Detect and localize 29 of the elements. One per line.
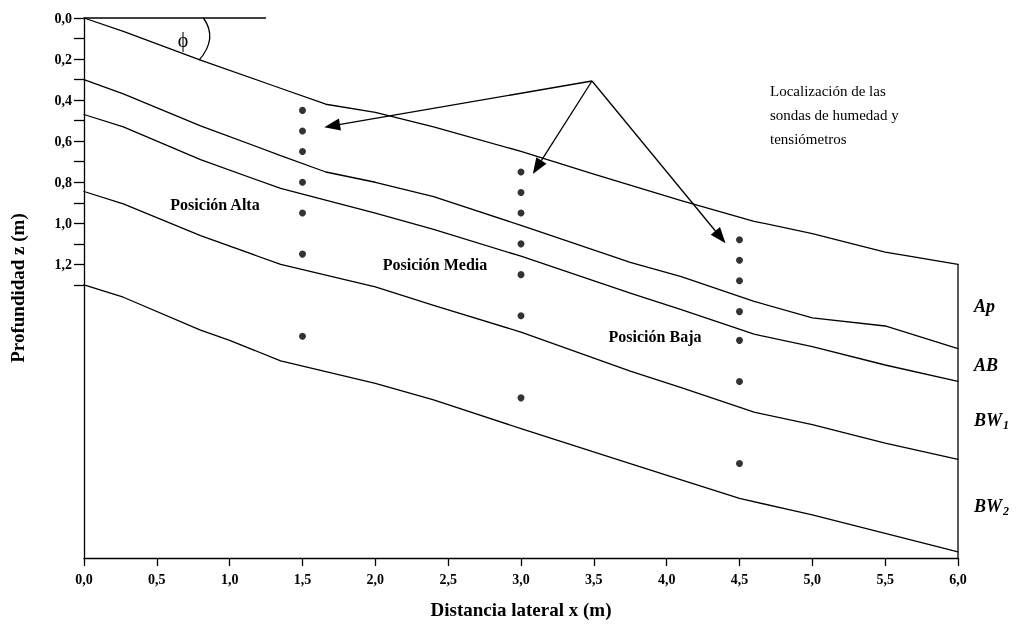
annotation: Localización de las sondas de humedad y tensiómetros	[770, 83, 903, 147]
x-tick-label: 2,0	[366, 571, 385, 587]
y-tick-label: 0,8	[54, 174, 72, 190]
x-tick-label: 1,5	[293, 571, 312, 587]
x-tick-label: 4,0	[657, 571, 676, 587]
annotation: ϕ	[177, 29, 189, 52]
annotation: Posición Media	[382, 255, 488, 273]
x-tick-label: 3,5	[585, 571, 603, 587]
x-tick-label: 0,5	[148, 571, 166, 587]
y-tick-label: 0,4	[54, 92, 72, 108]
x-tick-label: 0,0	[75, 571, 93, 587]
x-tick-label: 2,5	[439, 571, 457, 587]
annotation: Posición Alta	[170, 195, 260, 213]
x-tick-label: 5,0	[803, 571, 822, 587]
y-tick-label: 0,0	[54, 10, 72, 26]
text: Ap	[973, 296, 996, 317]
x-tick-label: 4,5	[730, 571, 749, 587]
text: AB	[973, 355, 999, 375]
y-tick-label: 1,2	[54, 256, 72, 272]
y-tick-label: 1,0	[54, 215, 72, 231]
y-tick-label: 0,6	[54, 133, 72, 149]
x-tick-label: 6,0	[949, 571, 967, 587]
x-tick-label: 3,0	[512, 571, 530, 587]
y-tick-label: 0,2	[54, 51, 72, 67]
x-tick-label: 1,0	[220, 571, 239, 587]
y-axis-title: Profundidad z (m)	[7, 213, 29, 363]
annotation: Posición Baja	[608, 327, 702, 346]
x-axis-title: Distancia lateral x (m)	[430, 599, 612, 621]
x-tick-label: 5,5	[876, 571, 894, 587]
